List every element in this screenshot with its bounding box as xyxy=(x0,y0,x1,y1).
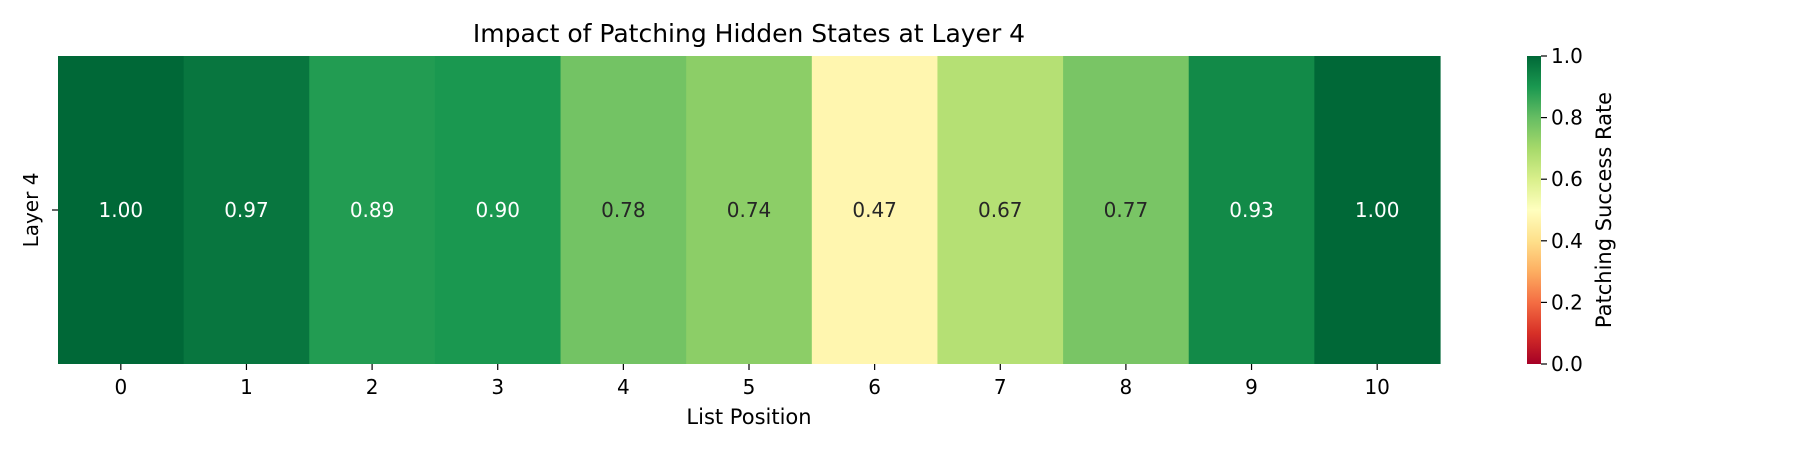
x-tick-label: 8 xyxy=(1120,375,1133,399)
x-tick-label: 9 xyxy=(1245,375,1258,399)
x-tick-label: 4 xyxy=(617,375,630,399)
colorbar-label: Patching Success Rate xyxy=(1592,92,1616,328)
x-tick-label: 1 xyxy=(240,375,253,399)
cell-value-label: 0.97 xyxy=(224,198,269,222)
heatmap-cell xyxy=(58,56,185,364)
colorbar-tick-label: 0.6 xyxy=(1551,167,1583,191)
colorbar-tick-label: 0.8 xyxy=(1551,106,1583,130)
cell-value-label: 0.77 xyxy=(1104,198,1149,222)
colorbar: 0.0 0.2 0.4 0.6 0.8 1.0 Patching Success Rate xyxy=(1527,44,1616,376)
colorbar-tick-label: 0.4 xyxy=(1551,229,1583,253)
x-tick-label: 5 xyxy=(743,375,756,399)
x-tick-label: 7 xyxy=(994,375,1007,399)
heatmap-cell xyxy=(183,56,310,364)
colorbar-tick-label: 0.2 xyxy=(1551,290,1583,314)
heatmap-cell xyxy=(1063,56,1190,364)
cell-value-label: 0.93 xyxy=(1229,198,1274,222)
heatmap-cell xyxy=(1314,56,1441,364)
y-axis-ticks: Layer 4 xyxy=(19,173,58,248)
x-axis-label: List Position xyxy=(686,405,811,429)
x-tick-label: 0 xyxy=(114,375,127,399)
colorbar-gradient xyxy=(1527,56,1541,364)
cell-value-label: 0.90 xyxy=(475,198,520,222)
heatmap-cell xyxy=(686,56,813,364)
cell-value-label: 1.00 xyxy=(1355,198,1400,222)
x-tick-label: 2 xyxy=(366,375,379,399)
y-tick-label: Layer 4 xyxy=(19,173,43,248)
heatmap-cells: 1.00 0.97 0.89 0.90 0.78 0.74 0.47 0.67 0.77 0.93… xyxy=(58,56,1441,364)
colorbar-tick-label: 1.0 xyxy=(1551,44,1583,68)
x-tick-label: 3 xyxy=(491,375,504,399)
cell-value-label: 0.74 xyxy=(727,198,772,222)
colorbar-tick-label: 0.0 xyxy=(1551,352,1583,376)
x-tick-label: 6 xyxy=(868,375,881,399)
cell-value-label: 1.00 xyxy=(99,198,144,222)
cell-value-label: 0.67 xyxy=(978,198,1023,222)
cell-value-label: 0.47 xyxy=(852,198,897,222)
cell-value-label: 0.89 xyxy=(350,198,395,222)
x-axis-ticks: 0 1 2 3 4 5 6 7 8 9 10 xyxy=(114,364,1390,399)
heatmap-cell xyxy=(811,56,939,364)
heatmap-cell xyxy=(937,56,1064,364)
chart-title: Impact of Patching Hidden States at Laye… xyxy=(473,19,1025,48)
heatmap-cell xyxy=(434,56,562,364)
x-tick-label: 10 xyxy=(1364,375,1389,399)
heatmap-cell xyxy=(1188,56,1315,364)
heatmap-cell xyxy=(309,56,436,364)
heatmap-cell xyxy=(560,56,687,364)
cell-value-label: 0.78 xyxy=(601,198,646,222)
